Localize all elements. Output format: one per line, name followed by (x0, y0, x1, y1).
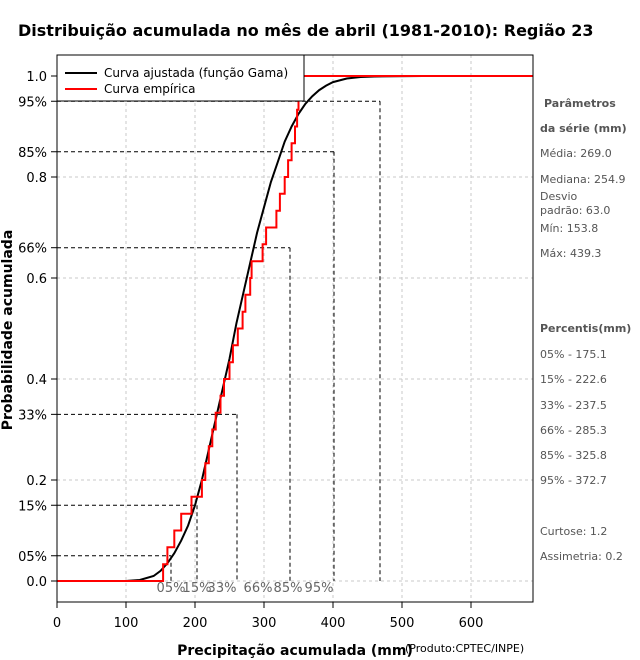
series-layer (57, 75, 534, 582)
stat-desvio-2: padrão: 63.0 (540, 204, 610, 217)
bottom-pct-05%: 05% (157, 581, 186, 596)
stat-max: Máx: 439.3 (540, 247, 601, 260)
y-tick-label-05%: 05% (18, 550, 47, 565)
stat-assimetria: Assimetria: 0.2 (540, 550, 623, 563)
bottom-pct-15%: 15% (183, 581, 212, 596)
stat-min: Mín: 153.8 (540, 222, 598, 235)
params-title-2: da série (mm) (540, 122, 627, 135)
series-gamma-line (57, 75, 423, 582)
stat-desvio-1: Desvio (540, 190, 578, 203)
bottom-pct-95%: 95% (305, 581, 334, 596)
x-axis-title: Precipitação acumulada (mm) (177, 643, 413, 659)
stat-media: Média: 269.0 (540, 147, 612, 160)
credit-label: (Produto:CPTEC/INPE) (405, 642, 524, 655)
bottom-pct-33%: 33% (208, 581, 237, 596)
x-axis-ticks: 0 100 200 300 400 500 600 (53, 602, 484, 631)
stat-mediana: Mediana: 254.9 (540, 173, 625, 186)
legend-label-empirica: Curva empírica (104, 82, 195, 96)
pct-95: 95% - 372.7 (540, 474, 607, 487)
bottom-pct-66%: 66% (244, 581, 273, 596)
x-tick-label-500: 500 (390, 616, 415, 631)
legend-box (56, 54, 305, 102)
legend-label-gamma: Curva ajustada (função Gama) (104, 66, 288, 80)
x-tick-label-400: 400 (321, 616, 346, 631)
percentis-title: Percentis(mm) (540, 322, 631, 335)
y-axis-ticks: 0.0 05% 15% 0.2 33% 0.4 0.6 66% 0.8 85% 95% 1.0 (18, 70, 57, 590)
x-tick-label-600: 600 (459, 616, 484, 631)
y-tick-label-0.6: 0.6 (26, 272, 47, 287)
side-panel: Parâmetros da série (mm) Média: 269.0 Me… (540, 97, 631, 563)
series-empirica-line (57, 75, 534, 582)
x-tick-label-0: 0 (53, 616, 61, 631)
x-tick-label-100: 100 (114, 616, 139, 631)
pct-05: 05% - 175.1 (540, 348, 607, 361)
pct-33: 33% - 237.5 (540, 399, 607, 412)
params-title-1: Parâmetros (544, 97, 616, 110)
y-tick-label-0.0: 0.0 (26, 575, 47, 590)
pct-15: 15% - 222.6 (540, 373, 607, 386)
bottom-percent-labels: 05%15%33% 66% 85% 95% (157, 581, 334, 596)
y-tick-label-1.0: 1.0 (26, 70, 47, 85)
x-tick-label-300: 300 (252, 616, 277, 631)
stat-curtose: Curtose: 1.2 (540, 525, 607, 538)
y-tick-label-15%: 15% (18, 499, 47, 514)
y-tick-label-33%: 33% (18, 408, 47, 423)
pct-85: 85% - 325.8 (540, 449, 607, 462)
y-tick-label-85%: 85% (18, 146, 47, 161)
y-tick-label-95%: 95% (18, 95, 47, 110)
pct-66: 66% - 285.3 (540, 424, 607, 437)
percentile-guides (57, 75, 533, 581)
x-tick-label-200: 200 (183, 616, 208, 631)
y-tick-label-66%: 66% (18, 242, 47, 257)
y-tick-label-0.8: 0.8 (26, 171, 47, 186)
chart-title: Distribuição acumulada no mês de abril (… (18, 21, 593, 40)
y-axis-title: Probabilidade acumulada (0, 230, 16, 431)
y-tick-label-0.4: 0.4 (26, 373, 47, 388)
y-tick-label-0.2: 0.2 (26, 474, 47, 489)
bottom-pct-85%: 85% (274, 581, 303, 596)
legend: Curva ajustada (função Gama) Curva empír… (56, 54, 305, 102)
